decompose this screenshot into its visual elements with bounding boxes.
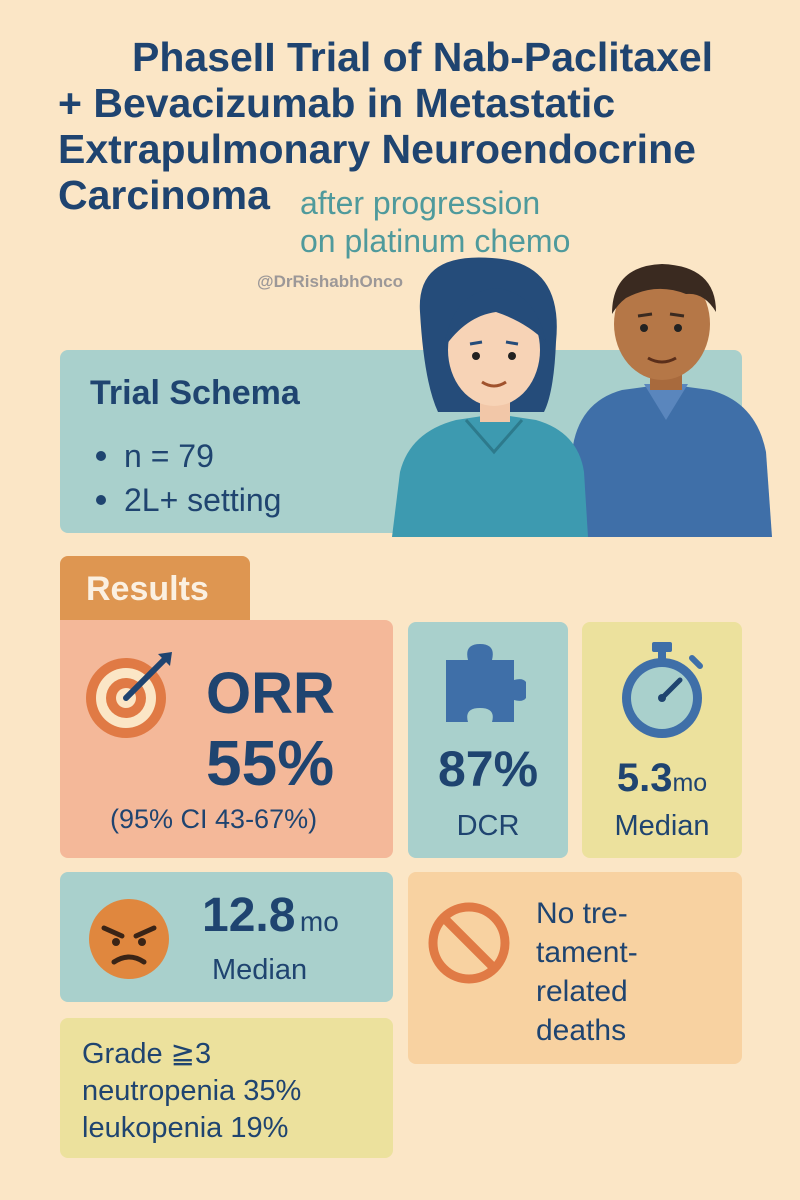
os-unit: mo [299, 906, 339, 937]
toxicity-text: Grade ≧3 neutropenia 35% leukopenia 19% [82, 1036, 301, 1147]
title-line-3: Extrapulmonary Neuroendocrine [58, 126, 696, 172]
subtitle: after progression on platinum chemo [300, 184, 620, 260]
schema-item-text: 2L+ setting [124, 482, 282, 518]
angry-face-icon [89, 899, 169, 979]
bullet-icon [96, 450, 106, 461]
target-icon [86, 652, 172, 738]
pfs-card: 5.3mo Median [582, 622, 742, 858]
pfs-value: 5.3mo [582, 756, 742, 801]
no-deaths-line: tament- [536, 936, 638, 969]
schema-item-text: n = 79 [124, 438, 214, 474]
no-deaths-text: No tre- tament- related deaths [536, 894, 732, 1050]
title-line-4: Carcinoma [58, 172, 270, 218]
pfs-label: Median [614, 810, 710, 842]
prohibited-icon [428, 902, 510, 984]
man-figure [568, 264, 772, 537]
bullet-icon [96, 494, 106, 505]
toxicity-line: neutropenia 35% [82, 1075, 302, 1107]
os-label: Median [212, 954, 308, 986]
schema-title: Trial Schema [90, 374, 300, 412]
no-deaths-line: deaths [536, 1014, 627, 1047]
results-label: Results [86, 570, 209, 608]
orr-value: 55% [206, 727, 335, 799]
dcr-value: 87% [437, 741, 539, 797]
results-tab: Results [60, 556, 250, 620]
pfs-number: 5.3 [616, 756, 673, 800]
os-card: 12.8 mo Median [60, 872, 393, 1002]
dcr-card: 87% DCR [408, 622, 568, 858]
schema-item: 2L+ setting [96, 478, 281, 522]
orr-confidence-interval: (95% CI 43-67%) [110, 804, 318, 834]
people-illustration [392, 257, 772, 537]
pfs-unit: mo [672, 769, 708, 797]
page-title: PhaseII Trial of Nab-Paclitaxel + Bevaci… [58, 34, 778, 218]
schema-item: n = 79 [96, 434, 281, 478]
author-handle: @DrRishabhOnco [257, 272, 403, 291]
dcr-label: DCR [456, 810, 520, 842]
title-line-2: + Bevacizumab in Metastatic [58, 80, 616, 126]
toxicity-line: leukopenia 19% [82, 1112, 289, 1144]
no-deaths-line: No tre- [536, 897, 628, 930]
title-line-1: PhaseII Trial of Nab-Paclitaxel [132, 34, 714, 80]
orr-card: ORR 55% (95% CI 43-67%) [60, 620, 393, 858]
toxicity-line: Grade ≧3 [82, 1038, 212, 1070]
no-deaths-card: No tre- tament- related deaths [408, 872, 742, 1064]
os-value: 12.8 mo [202, 888, 339, 943]
orr-label: ORR [206, 661, 335, 726]
woman-figure [392, 257, 588, 537]
stopwatch-icon [622, 642, 703, 738]
toxicity-card: Grade ≧3 neutropenia 35% leukopenia 19% [60, 1018, 393, 1158]
os-number: 12.8 [202, 889, 296, 942]
subtitle-line-1: after progression [300, 185, 541, 221]
puzzle-icon [446, 644, 526, 722]
no-deaths-line: related [536, 975, 628, 1008]
schema-list: n = 79 2L+ setting [96, 434, 281, 522]
subtitle-line-2: on platinum chemo [300, 223, 571, 259]
